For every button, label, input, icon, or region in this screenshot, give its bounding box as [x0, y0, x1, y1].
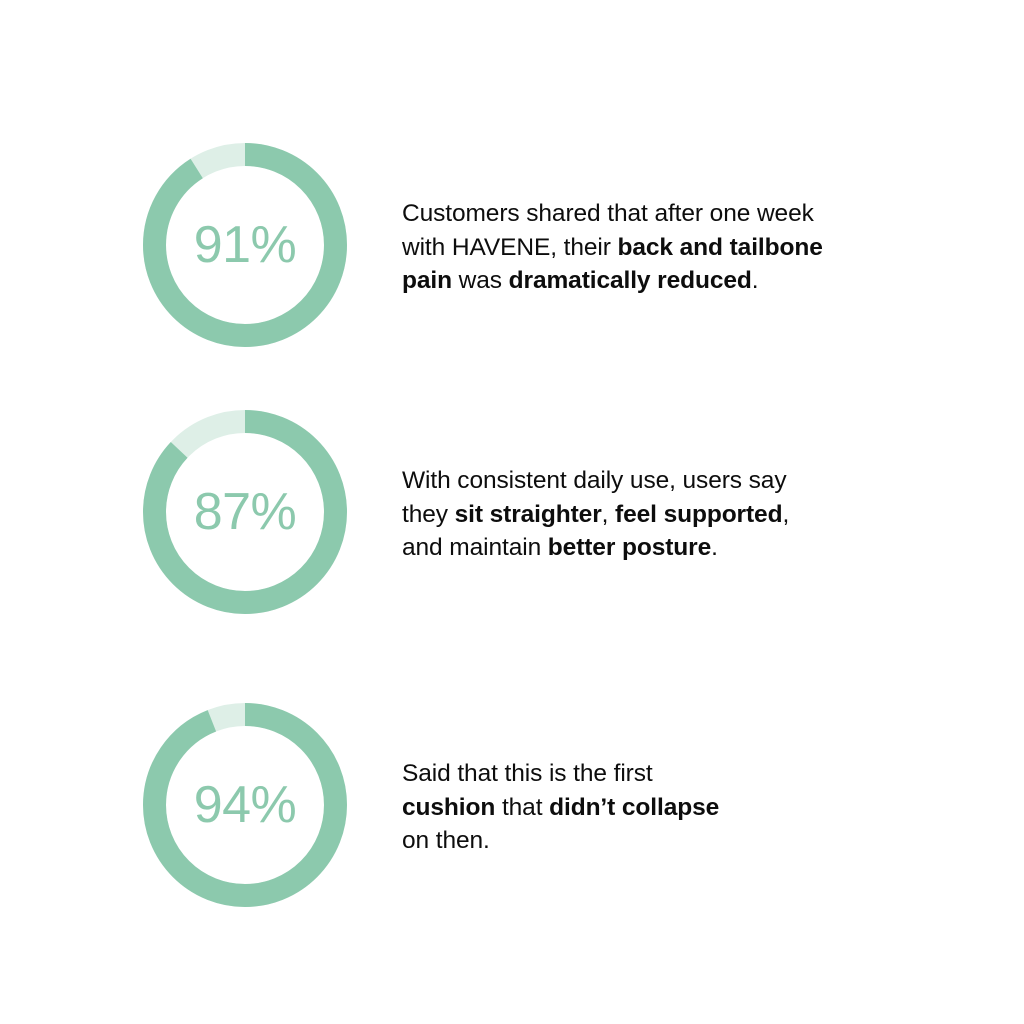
stat-description: Customers shared that after one week with… [402, 200, 823, 294]
donut-progress-icon [143, 410, 347, 614]
stat-description: Said that this is the first cushion that … [402, 760, 720, 854]
donut-progress-icon [143, 703, 347, 907]
donut-progress-chart: 94% [143, 683, 347, 927]
donut-progress-chart: 91% [143, 123, 347, 367]
donut-value-label: 87% [193, 483, 297, 541]
donut-progress-chart: 87% [143, 390, 347, 634]
donut-value-label: 94% [193, 776, 297, 834]
donut-progress-icon [143, 143, 347, 347]
stat-description: With consistent daily use, users say they… [402, 467, 790, 561]
donut-value-label: 91% [193, 216, 297, 274]
